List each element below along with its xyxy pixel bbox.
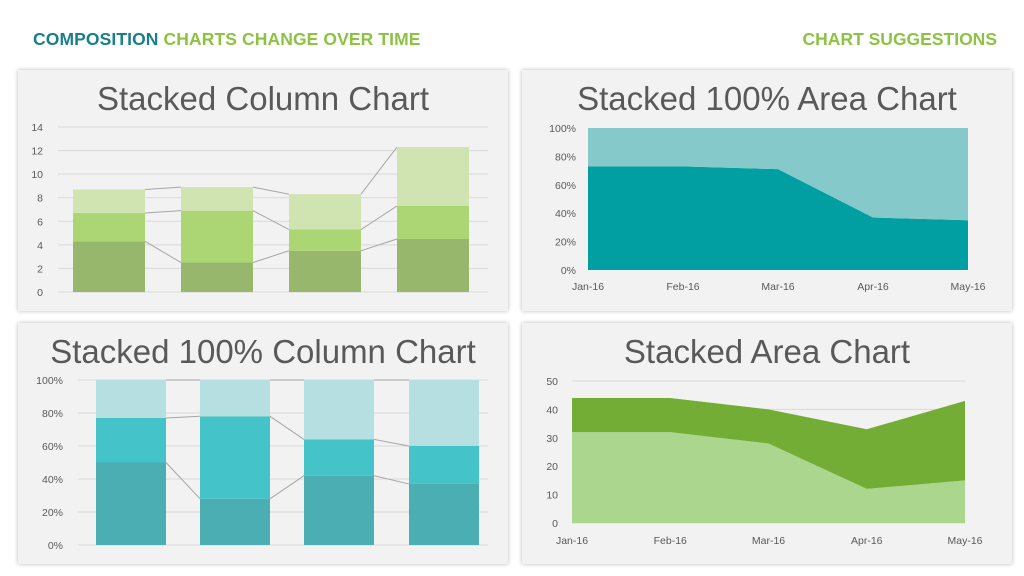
- x-tick-label: Apr-16: [851, 535, 883, 547]
- x-tick-label: Feb-16: [654, 535, 687, 547]
- bar-segment-s1: [409, 483, 479, 545]
- chart-title: Stacked 100% Column Chart: [50, 333, 476, 370]
- y-tick-label: 14: [31, 122, 43, 134]
- series-line: [165, 415, 201, 419]
- y-tick-label: 80%: [42, 408, 63, 420]
- bar-segment-s1: [96, 462, 166, 545]
- y-tick-label: 40: [546, 404, 558, 416]
- heading-part-over-time: CHARTS CHANGE OVER TIME: [163, 29, 421, 49]
- x-tick-label: May-16: [947, 535, 982, 547]
- bar-segment-s3: [181, 187, 253, 211]
- stacked-100-column-panel: Stacked 100% Column Chart 0% 20% 40% 60% 80%…: [18, 323, 508, 564]
- bar-segment-s3: [397, 147, 469, 206]
- y-tick-label: 12: [31, 146, 43, 158]
- bar-segment-s3: [304, 380, 374, 440]
- bar-segment-s3: [409, 380, 479, 446]
- y-tick-label: 40%: [555, 208, 576, 220]
- y-tick-label: 0%: [48, 540, 63, 552]
- y-tick-label: 30: [546, 433, 558, 445]
- y-tick-label: 100%: [36, 375, 63, 387]
- page-heading: COMPOSITION CHARTS CHANGE OVER TIME: [33, 29, 421, 50]
- series-line: [252, 250, 290, 264]
- series-line: [252, 210, 290, 230]
- area-series-2: [588, 128, 968, 221]
- chart-suggestions-label: CHART SUGGESTIONS: [802, 29, 997, 49]
- y-tick-label: 0: [552, 518, 558, 530]
- y-tick-label: 10: [546, 490, 558, 502]
- stacked-area-panel: Stacked Area Chart 0 10 20 30 40 50 Jan-16 Feb…: [522, 323, 1012, 564]
- chart-title: Stacked Column Chart: [97, 80, 429, 117]
- series-line: [269, 475, 305, 500]
- bar-segment-s2: [181, 210, 253, 263]
- y-tick-label: 0: [37, 287, 43, 299]
- series-line: [360, 146, 398, 195]
- series-line: [252, 186, 290, 195]
- y-tick-label: 100%: [549, 123, 576, 135]
- series-line: [165, 462, 201, 500]
- bar-segment-s2: [73, 213, 145, 242]
- series-line: [144, 240, 182, 263]
- bar-segment-s3: [289, 194, 361, 230]
- series-line: [360, 205, 398, 230]
- stacked-100-column-chart: Stacked 100% Column Chart 0% 20% 40% 60% 80%…: [36, 333, 488, 552]
- bar-segment-s2: [96, 417, 166, 463]
- y-tick-label: 40%: [42, 474, 63, 486]
- series-line: [144, 210, 182, 214]
- x-tick-label: Mar-16: [752, 535, 785, 547]
- heading-part-composition: COMPOSITION: [33, 29, 159, 49]
- bar-segment-s1: [200, 498, 270, 545]
- y-tick-label: 50: [546, 376, 558, 388]
- stacked-100-area-chart: Stacked 100% Area Chart 0% 20% 40% 60% 80% 10…: [549, 80, 986, 293]
- area-series-2: [572, 398, 965, 489]
- bar-segment-s2: [200, 416, 270, 499]
- bar-segment-s2: [289, 229, 361, 251]
- y-tick-label: 0%: [561, 265, 576, 277]
- bar-segment-s1: [73, 241, 145, 292]
- area-series-1: [572, 432, 965, 523]
- y-tick-label: 8: [37, 193, 43, 205]
- y-tick-label: 60%: [42, 441, 63, 453]
- stacked-100-area-panel: Stacked 100% Area Chart 0% 20% 40% 60% 80% 10…: [522, 70, 1012, 311]
- bar-segment-s3: [73, 189, 145, 214]
- x-tick-label: Mar-16: [761, 281, 794, 293]
- area-series-1: [588, 166, 968, 270]
- chart-title: Stacked Area Chart: [624, 333, 910, 370]
- y-tick-label: 20%: [555, 237, 576, 249]
- bar-segment-s3: [96, 380, 166, 418]
- bar-segment-s2: [409, 446, 479, 484]
- bar-segment-s1: [181, 262, 253, 292]
- y-tick-label: 10: [31, 169, 43, 181]
- y-tick-label: 20: [546, 461, 558, 473]
- series-line: [269, 415, 305, 440]
- y-tick-label: 4: [37, 240, 43, 252]
- series-line: [373, 438, 410, 447]
- series-line: [373, 475, 410, 485]
- x-tick-label: Jan-16: [556, 535, 588, 547]
- y-tick-label: 6: [37, 216, 43, 228]
- x-tick-label: Apr-16: [857, 281, 889, 293]
- y-tick-label: 2: [37, 263, 43, 275]
- bar-segment-s2: [304, 439, 374, 476]
- y-tick-label: 60%: [555, 180, 576, 192]
- chart-title: Stacked 100% Area Chart: [577, 80, 957, 117]
- bar-segment-s3: [200, 380, 270, 417]
- bar-segment-s1: [397, 238, 469, 292]
- bar-segment-s2: [397, 205, 469, 239]
- series-line: [144, 186, 182, 190]
- x-tick-label: May-16: [950, 281, 985, 293]
- x-tick-label: Jan-16: [572, 281, 604, 293]
- stacked-area-chart: Stacked Area Chart 0 10 20 30 40 50 Jan-16 Feb…: [546, 333, 982, 547]
- series-line: [360, 238, 398, 252]
- x-tick-label: Feb-16: [666, 281, 699, 293]
- stacked-column-chart: Stacked Column Chart 0 2 4 6 8 10 12 14: [31, 80, 488, 299]
- bar-segment-s1: [304, 475, 374, 545]
- stacked-column-panel: Stacked Column Chart 0 2 4 6 8 10 12 14: [18, 70, 508, 311]
- y-tick-label: 80%: [555, 151, 576, 163]
- bar-segment-s1: [289, 250, 361, 292]
- y-tick-label: 20%: [42, 507, 63, 519]
